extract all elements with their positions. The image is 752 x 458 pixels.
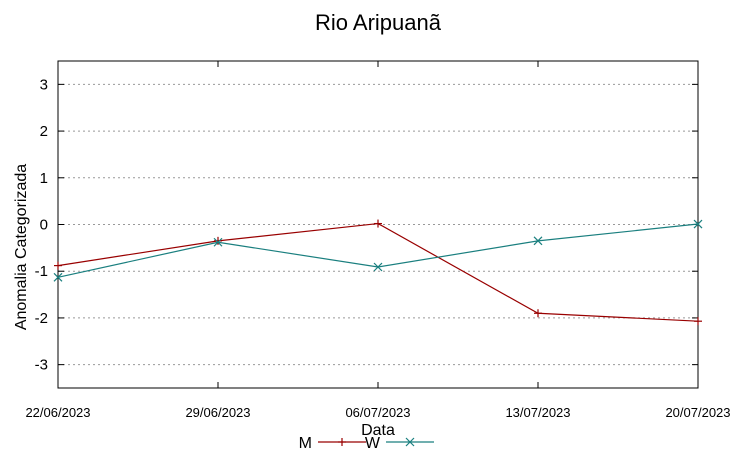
y-tick-label: -1	[35, 263, 48, 280]
y-tick-label: 3	[40, 76, 48, 93]
x-tick-label: 06/07/2023	[345, 405, 410, 420]
legend-label: W	[365, 435, 381, 452]
data-point	[213, 237, 223, 247]
data-point	[373, 262, 383, 272]
data-point	[693, 219, 703, 229]
chart-title: Rio Aripuanã	[315, 10, 442, 35]
x-tick-label: 13/07/2023	[505, 405, 570, 420]
data-point	[214, 236, 222, 245]
data-point	[53, 272, 63, 282]
y-tick-label: 2	[40, 123, 48, 140]
data-point	[405, 437, 415, 447]
data-point	[533, 236, 543, 246]
legend-label: M	[299, 435, 312, 452]
y-axis-label: Anomalia Categorizada	[13, 164, 30, 330]
series-lines	[53, 219, 703, 326]
x-axis-label: Data	[361, 422, 395, 439]
data-point	[694, 317, 702, 326]
y-tick-label: -2	[35, 310, 48, 327]
y-tick-label: 0	[40, 217, 48, 234]
y-tick-label: 1	[40, 170, 48, 187]
data-point	[534, 309, 542, 318]
data-point	[54, 261, 62, 270]
y-axis-ticks: 3 2 1 0 -1 -2 -3	[35, 76, 698, 374]
x-axis-ticks: 22/06/2023 29/06/2023 06/07/2023 13/07/2023…	[25, 61, 731, 420]
y-tick-label: -3	[35, 357, 48, 374]
x-tick-label: 20/07/2023	[665, 405, 730, 420]
data-point	[338, 438, 346, 446]
x-tick-label: 29/06/2023	[185, 405, 250, 420]
x-tick-label: 22/06/2023	[25, 405, 90, 420]
data-point	[374, 219, 382, 228]
series-line-m	[57, 222, 699, 322]
